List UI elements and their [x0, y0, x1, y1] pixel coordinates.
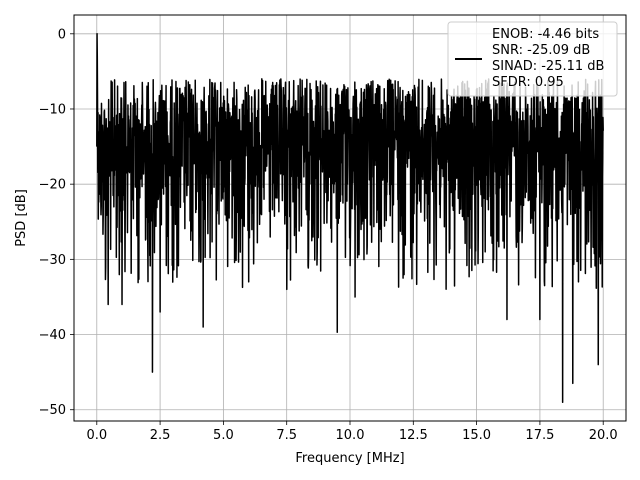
- y-tick-label: 0: [58, 27, 66, 42]
- x-tick-label: 10.0: [336, 428, 365, 443]
- y-tick-label: −10: [39, 102, 66, 117]
- y-tick-label: −20: [39, 178, 66, 193]
- y-tick-label: −30: [39, 253, 66, 268]
- legend-entry-snr: SNR: -25.09 dB: [492, 43, 590, 58]
- legend: ENOB: -4.46 bits SNR: -25.09 dB SINAD: -…: [447, 21, 618, 97]
- x-axis-ticks: 0.0 2.5 5.0 7.5 10.0 12.5 15.0 17.5 20.0: [86, 421, 618, 443]
- y-tick-label: −50: [39, 403, 66, 418]
- x-tick-label: 5.0: [213, 428, 234, 443]
- y-axis-ticks: 0 −10 −20 −30 −40 −50: [39, 27, 74, 418]
- legend-entry-sinad: SINAD: -25.11 dB: [492, 59, 604, 74]
- y-axis-label: PSD [dB]: [14, 189, 29, 247]
- x-tick-label: 20.0: [589, 428, 618, 443]
- x-tick-label: 15.0: [462, 428, 491, 443]
- legend-box: [447, 21, 618, 97]
- plot-area: [96, 33, 604, 403]
- legend-entry-enob: ENOB: -4.46 bits: [492, 27, 599, 42]
- y-tick-label: −40: [39, 328, 66, 343]
- legend-entry-sfdr: SFDR: 0.95: [492, 75, 564, 90]
- x-tick-label: 12.5: [399, 428, 428, 443]
- x-tick-label: 17.5: [525, 428, 554, 443]
- x-tick-label: 7.5: [276, 428, 297, 443]
- psd-series-line: [96, 33, 604, 403]
- x-tick-label: 2.5: [150, 428, 171, 443]
- x-axis-label: Frequency [MHz]: [295, 451, 404, 466]
- x-tick-label: 0.0: [86, 428, 107, 443]
